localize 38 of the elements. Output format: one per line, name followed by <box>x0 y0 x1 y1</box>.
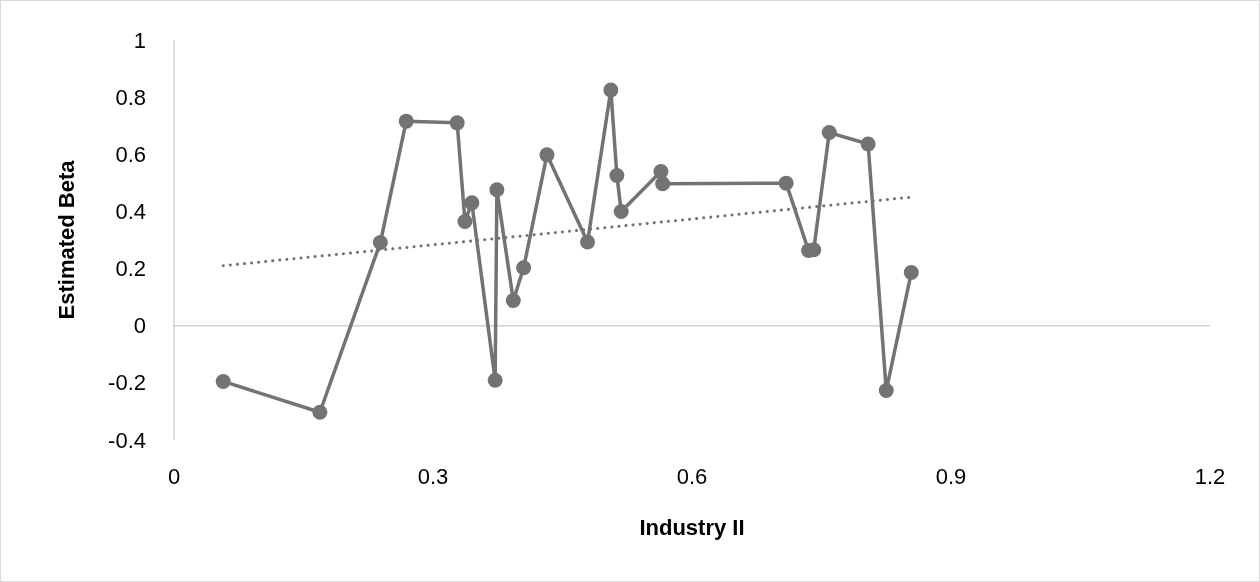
point <box>778 175 794 191</box>
point <box>449 115 465 131</box>
y-tick-label: 0.6 <box>115 141 146 167</box>
point <box>398 113 414 129</box>
point <box>655 176 671 192</box>
point <box>860 136 876 152</box>
x-tick-label: 0.9 <box>935 464 967 489</box>
point <box>609 167 625 183</box>
point <box>903 265 919 281</box>
point <box>372 235 388 251</box>
x-tick-label: 0 <box>167 464 181 489</box>
point <box>580 234 596 250</box>
y-tick-label: -0.4 <box>108 427 146 453</box>
y-tick-label: 1 <box>133 27 146 53</box>
y-tick-label: -0.2 <box>108 370 146 396</box>
point <box>489 182 505 198</box>
x-axis-title: Industry II <box>639 515 745 540</box>
point <box>613 203 629 219</box>
point <box>878 383 894 399</box>
point <box>653 163 669 179</box>
point <box>487 372 503 388</box>
point <box>457 213 473 229</box>
point <box>215 373 231 389</box>
y-tick-label: 0 <box>133 313 146 339</box>
x-tick-label: 0.6 <box>676 464 708 489</box>
y-tick-label: 0.4 <box>115 198 146 224</box>
point <box>603 82 619 98</box>
y-tick-label: 0.8 <box>115 84 146 110</box>
point <box>821 125 837 141</box>
point <box>312 404 328 420</box>
x-tick-label: 1.2 <box>1194 464 1226 489</box>
point <box>464 195 480 211</box>
point <box>505 293 521 309</box>
y-axis-title: Estimated Beta <box>54 159 79 320</box>
y-tick-label: 0.2 <box>115 256 146 282</box>
point <box>539 147 555 163</box>
x-tick-label: 0.3 <box>417 464 449 489</box>
point <box>516 260 532 276</box>
